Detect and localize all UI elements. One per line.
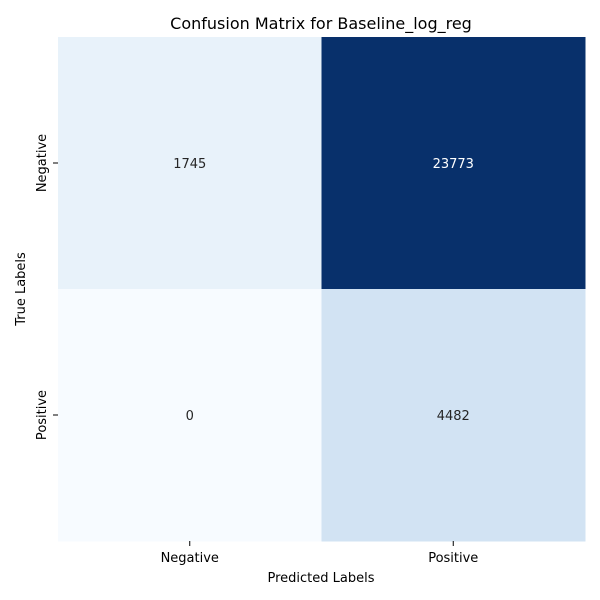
heatmap-cell-labels: 1745 23773 0 4482 [173,157,474,424]
x-axis-ticks: Negative Positive [161,541,478,566]
y-tick-label-positive: Positive [35,390,50,440]
y-axis-ticks: Negative Positive [35,134,58,440]
chart-title: Confusion Matrix for Baseline_log_reg [170,14,472,34]
heatmap-cell-0-0 [58,37,322,290]
x-tick-label-negative: Negative [161,551,219,566]
cell-value-label-1-0: 0 [186,409,194,424]
heatmap-cell-1-0 [58,289,322,542]
x-tick-label-positive: Positive [428,551,478,566]
heatmap-cells [58,37,586,542]
heatmap-cell-1-1 [321,289,586,542]
cell-value-label-0-0: 1745 [173,157,206,172]
heatmap-cell-0-1 [321,37,586,290]
cell-value-label-1-1: 4482 [437,409,470,424]
cell-value-label-0-1: 23773 [433,157,474,172]
y-tick-label-negative: Negative [35,134,50,192]
x-axis-label: Predicted Labels [267,571,374,586]
y-axis-label: True Labels [14,252,29,327]
